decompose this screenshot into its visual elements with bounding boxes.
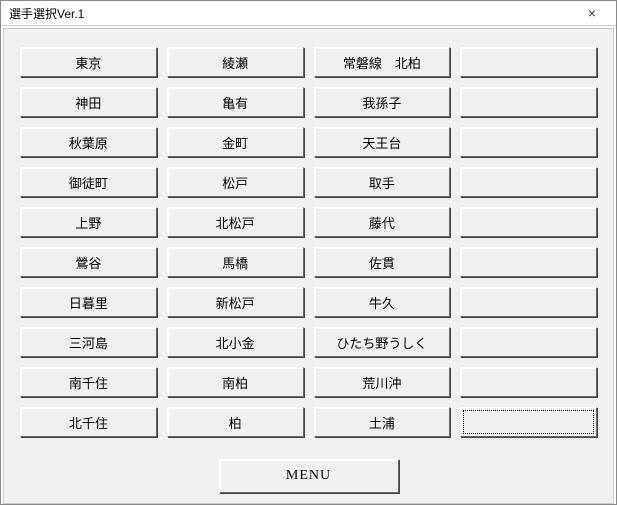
grid-cell-label: 秋葉原 bbox=[69, 133, 108, 152]
grid-cell-label: 亀有 bbox=[222, 93, 248, 112]
grid-cell-button[interactable]: 御徒町 bbox=[20, 167, 157, 197]
grid-cell-button[interactable] bbox=[460, 287, 597, 317]
grid-cell-button[interactable]: 南柏 bbox=[167, 367, 304, 397]
grid-cell-button[interactable]: 荒川沖 bbox=[314, 367, 451, 397]
dialog-window: 選手選択Ver.1 × 東京 綾瀬 常磐線 北柏神田 亀有 我孫子秋葉原 金町 天王台御徒町… bbox=[0, 0, 617, 505]
grid-cell-button[interactable] bbox=[460, 47, 597, 77]
grid-cell-button[interactable]: 北千住 bbox=[20, 407, 157, 437]
grid-cell-button[interactable]: 神田 bbox=[20, 87, 157, 117]
grid-cell-label: 馬橋 bbox=[222, 253, 248, 272]
grid-cell-button[interactable] bbox=[460, 127, 597, 157]
grid-cell-label: 上野 bbox=[75, 213, 101, 232]
grid-cell-label: 土浦 bbox=[369, 413, 395, 432]
grid-cell-label: 鶯谷 bbox=[75, 253, 101, 272]
grid-cell-button[interactable]: 日暮里 bbox=[20, 287, 157, 317]
content-panel: 東京 綾瀬 常磐線 北柏神田 亀有 我孫子秋葉原 金町 天王台御徒町 松戸 取手上野 北松戸 藤代鶯… bbox=[3, 28, 614, 504]
menu-button[interactable]: MENU bbox=[219, 459, 399, 493]
grid-cell-label: 東京 bbox=[75, 53, 101, 72]
selection-grid: 東京 綾瀬 常磐線 北柏神田 亀有 我孫子秋葉原 金町 天王台御徒町 松戸 取手上野 北松戸 藤代鶯… bbox=[20, 47, 597, 437]
grid-cell-label: 日暮里 bbox=[69, 293, 108, 312]
grid-cell-button[interactable] bbox=[460, 367, 597, 397]
close-button[interactable]: × bbox=[572, 1, 612, 25]
grid-cell-button[interactable]: 亀有 bbox=[167, 87, 304, 117]
grid-cell-button[interactable]: 北小金 bbox=[167, 327, 304, 357]
grid-cell-button[interactable]: 常磐線 北柏 bbox=[314, 47, 451, 77]
grid-cell-button[interactable] bbox=[460, 207, 597, 237]
menu-button-label: MENU bbox=[286, 468, 331, 484]
grid-cell-button[interactable]: 牛久 bbox=[314, 287, 451, 317]
grid-cell-label: 三河島 bbox=[69, 333, 108, 352]
grid-cell-button[interactable]: 秋葉原 bbox=[20, 127, 157, 157]
grid-cell-button[interactable]: 金町 bbox=[167, 127, 304, 157]
grid-cell-label: 南柏 bbox=[222, 373, 248, 392]
grid-cell-button[interactable] bbox=[460, 327, 597, 357]
grid-cell-label: 神田 bbox=[75, 93, 101, 112]
grid-cell-button[interactable]: 上野 bbox=[20, 207, 157, 237]
grid-cell-label: 我孫子 bbox=[362, 93, 401, 112]
grid-cell-label: ひたち野うしく bbox=[336, 333, 427, 352]
grid-cell-button[interactable]: 天王台 bbox=[314, 127, 451, 157]
grid-cell-label: 常磐線 北柏 bbox=[343, 53, 421, 72]
grid-cell-button[interactable]: 新松戸 bbox=[167, 287, 304, 317]
grid-cell-label: 北千住 bbox=[69, 413, 108, 432]
grid-cell-button[interactable]: 土浦 bbox=[314, 407, 451, 437]
grid-cell-button[interactable] bbox=[460, 87, 597, 117]
grid-cell-label: 新松戸 bbox=[216, 293, 255, 312]
grid-cell-button[interactable] bbox=[460, 247, 597, 277]
grid-cell-button[interactable] bbox=[460, 167, 597, 197]
grid-cell-button[interactable]: 馬橋 bbox=[167, 247, 304, 277]
close-icon: × bbox=[588, 5, 596, 21]
grid-cell-button[interactable]: 藤代 bbox=[314, 207, 451, 237]
grid-cell-label: 柏 bbox=[229, 413, 242, 432]
grid-cell-label: 牛久 bbox=[369, 293, 395, 312]
grid-cell-label: 天王台 bbox=[362, 133, 401, 152]
grid-cell-button[interactable]: 鶯谷 bbox=[20, 247, 157, 277]
grid-cell-label: 北松戸 bbox=[216, 213, 255, 232]
grid-cell-button[interactable] bbox=[460, 407, 597, 437]
grid-cell-button[interactable]: 我孫子 bbox=[314, 87, 451, 117]
grid-cell-button[interactable]: 三河島 bbox=[20, 327, 157, 357]
grid-cell-label: 藤代 bbox=[369, 213, 395, 232]
grid-cell-label: 荒川沖 bbox=[362, 373, 401, 392]
grid-cell-button[interactable]: 東京 bbox=[20, 47, 157, 77]
grid-cell-button[interactable]: 南千住 bbox=[20, 367, 157, 397]
grid-cell-label: 金町 bbox=[222, 133, 248, 152]
grid-cell-label: 綾瀬 bbox=[222, 53, 248, 72]
grid-cell-label: 取手 bbox=[369, 173, 395, 192]
menu-row: MENU bbox=[20, 459, 597, 493]
grid-cell-button[interactable]: ひたち野うしく bbox=[314, 327, 451, 357]
titlebar: 選手選択Ver.1 × bbox=[1, 1, 616, 26]
grid-cell-label: 北小金 bbox=[216, 333, 255, 352]
grid-cell-button[interactable]: 綾瀬 bbox=[167, 47, 304, 77]
window-title: 選手選択Ver.1 bbox=[9, 5, 84, 22]
grid-cell-button[interactable]: 北松戸 bbox=[167, 207, 304, 237]
grid-cell-label: 南千住 bbox=[69, 373, 108, 392]
grid-cell-label: 佐貫 bbox=[369, 253, 395, 272]
grid-cell-label: 松戸 bbox=[222, 173, 248, 192]
grid-cell-button[interactable]: 佐貫 bbox=[314, 247, 451, 277]
grid-cell-button[interactable]: 取手 bbox=[314, 167, 451, 197]
grid-cell-button[interactable]: 柏 bbox=[167, 407, 304, 437]
grid-cell-button[interactable]: 松戸 bbox=[167, 167, 304, 197]
grid-cell-label: 御徒町 bbox=[69, 173, 108, 192]
